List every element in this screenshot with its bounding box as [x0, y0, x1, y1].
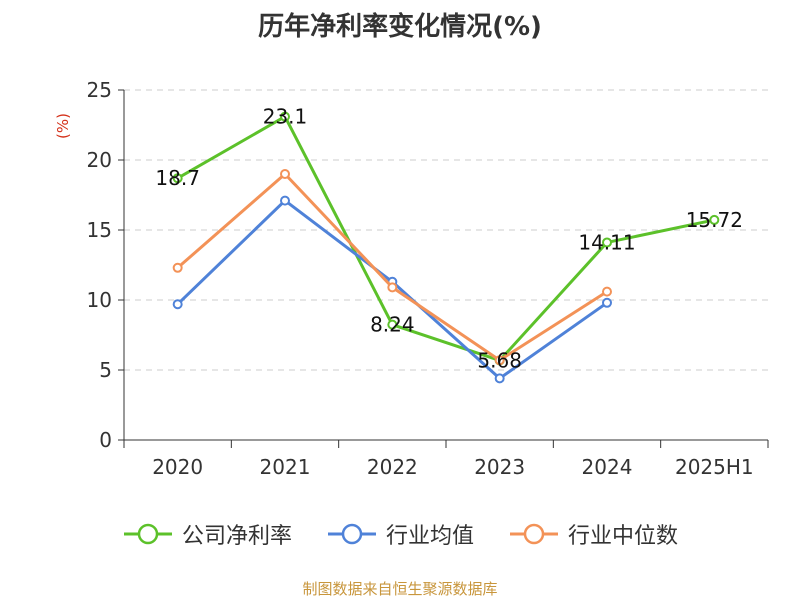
data-label: 5.68 — [477, 348, 522, 372]
data-point — [280, 195, 290, 206]
data-label: 23.1 — [263, 105, 308, 129]
data-point — [280, 111, 290, 122]
x-tick-label: 2022 — [367, 455, 418, 479]
data-point — [387, 319, 398, 330]
y-tick-label: 20 — [87, 148, 112, 172]
legend-marker-icon — [327, 523, 376, 545]
y-tick-label: 15 — [87, 218, 112, 242]
source-note: 制图数据来自恒生聚源数据库 — [302, 580, 498, 598]
data-label: 15.72 — [686, 208, 743, 232]
data-point — [602, 237, 612, 248]
data-point — [709, 214, 720, 225]
x-tick-label: 2025H1 — [675, 455, 754, 479]
legend-marker-icon — [123, 523, 172, 545]
x-tick-label: 2021 — [260, 455, 311, 479]
data-point — [280, 169, 290, 179]
data-label: 14.11 — [578, 230, 635, 254]
legend-label: 公司净利率 — [181, 524, 292, 549]
series-line-0 — [176, 115, 715, 362]
y-axis-label: (%) — [54, 113, 72, 139]
data-point — [602, 286, 612, 297]
legend-label: 行业中位数 — [568, 524, 679, 549]
data-labels: 18.7 23.1 8.24 5.68 14.11 15.72 — [155, 105, 743, 373]
grid-lines — [124, 89, 768, 371]
data-point — [602, 297, 612, 308]
data-point — [387, 282, 398, 293]
x-tick-label: 2024 — [582, 455, 633, 479]
data-label: 8.24 — [370, 313, 415, 337]
data-point — [172, 262, 183, 273]
legend: 公司净利率 行业均值 行业中位数 — [0, 518, 800, 550]
legend-marker-icon — [510, 523, 558, 545]
x-tick-label: 2023 — [474, 455, 525, 479]
data-label: 18.7 — [155, 166, 200, 190]
axes: 0 5 10 15 20 25 (%) 2020 2021 2022 2023 2024 2025H1 — [54, 78, 769, 479]
data-point — [172, 173, 183, 184]
legend-item[interactable]: 行业中位数 — [508, 518, 678, 550]
legend-label: 行业均值 — [385, 524, 474, 549]
legend-item[interactable]: 行业均值 — [326, 518, 474, 550]
data-point — [494, 355, 505, 366]
y-tick-label: 10 — [87, 288, 112, 312]
y-tick-label: 0 — [99, 428, 112, 452]
data-point — [494, 373, 505, 384]
chart-title: 历年净利率变化情况(%) — [258, 12, 542, 42]
data-point — [172, 299, 183, 310]
y-tick-label: 25 — [87, 78, 112, 102]
y-tick-label: 5 — [99, 358, 112, 382]
x-tick-label: 2020 — [152, 455, 203, 479]
series-lines — [172, 111, 720, 384]
legend-item[interactable]: 公司净利率 — [122, 518, 292, 550]
